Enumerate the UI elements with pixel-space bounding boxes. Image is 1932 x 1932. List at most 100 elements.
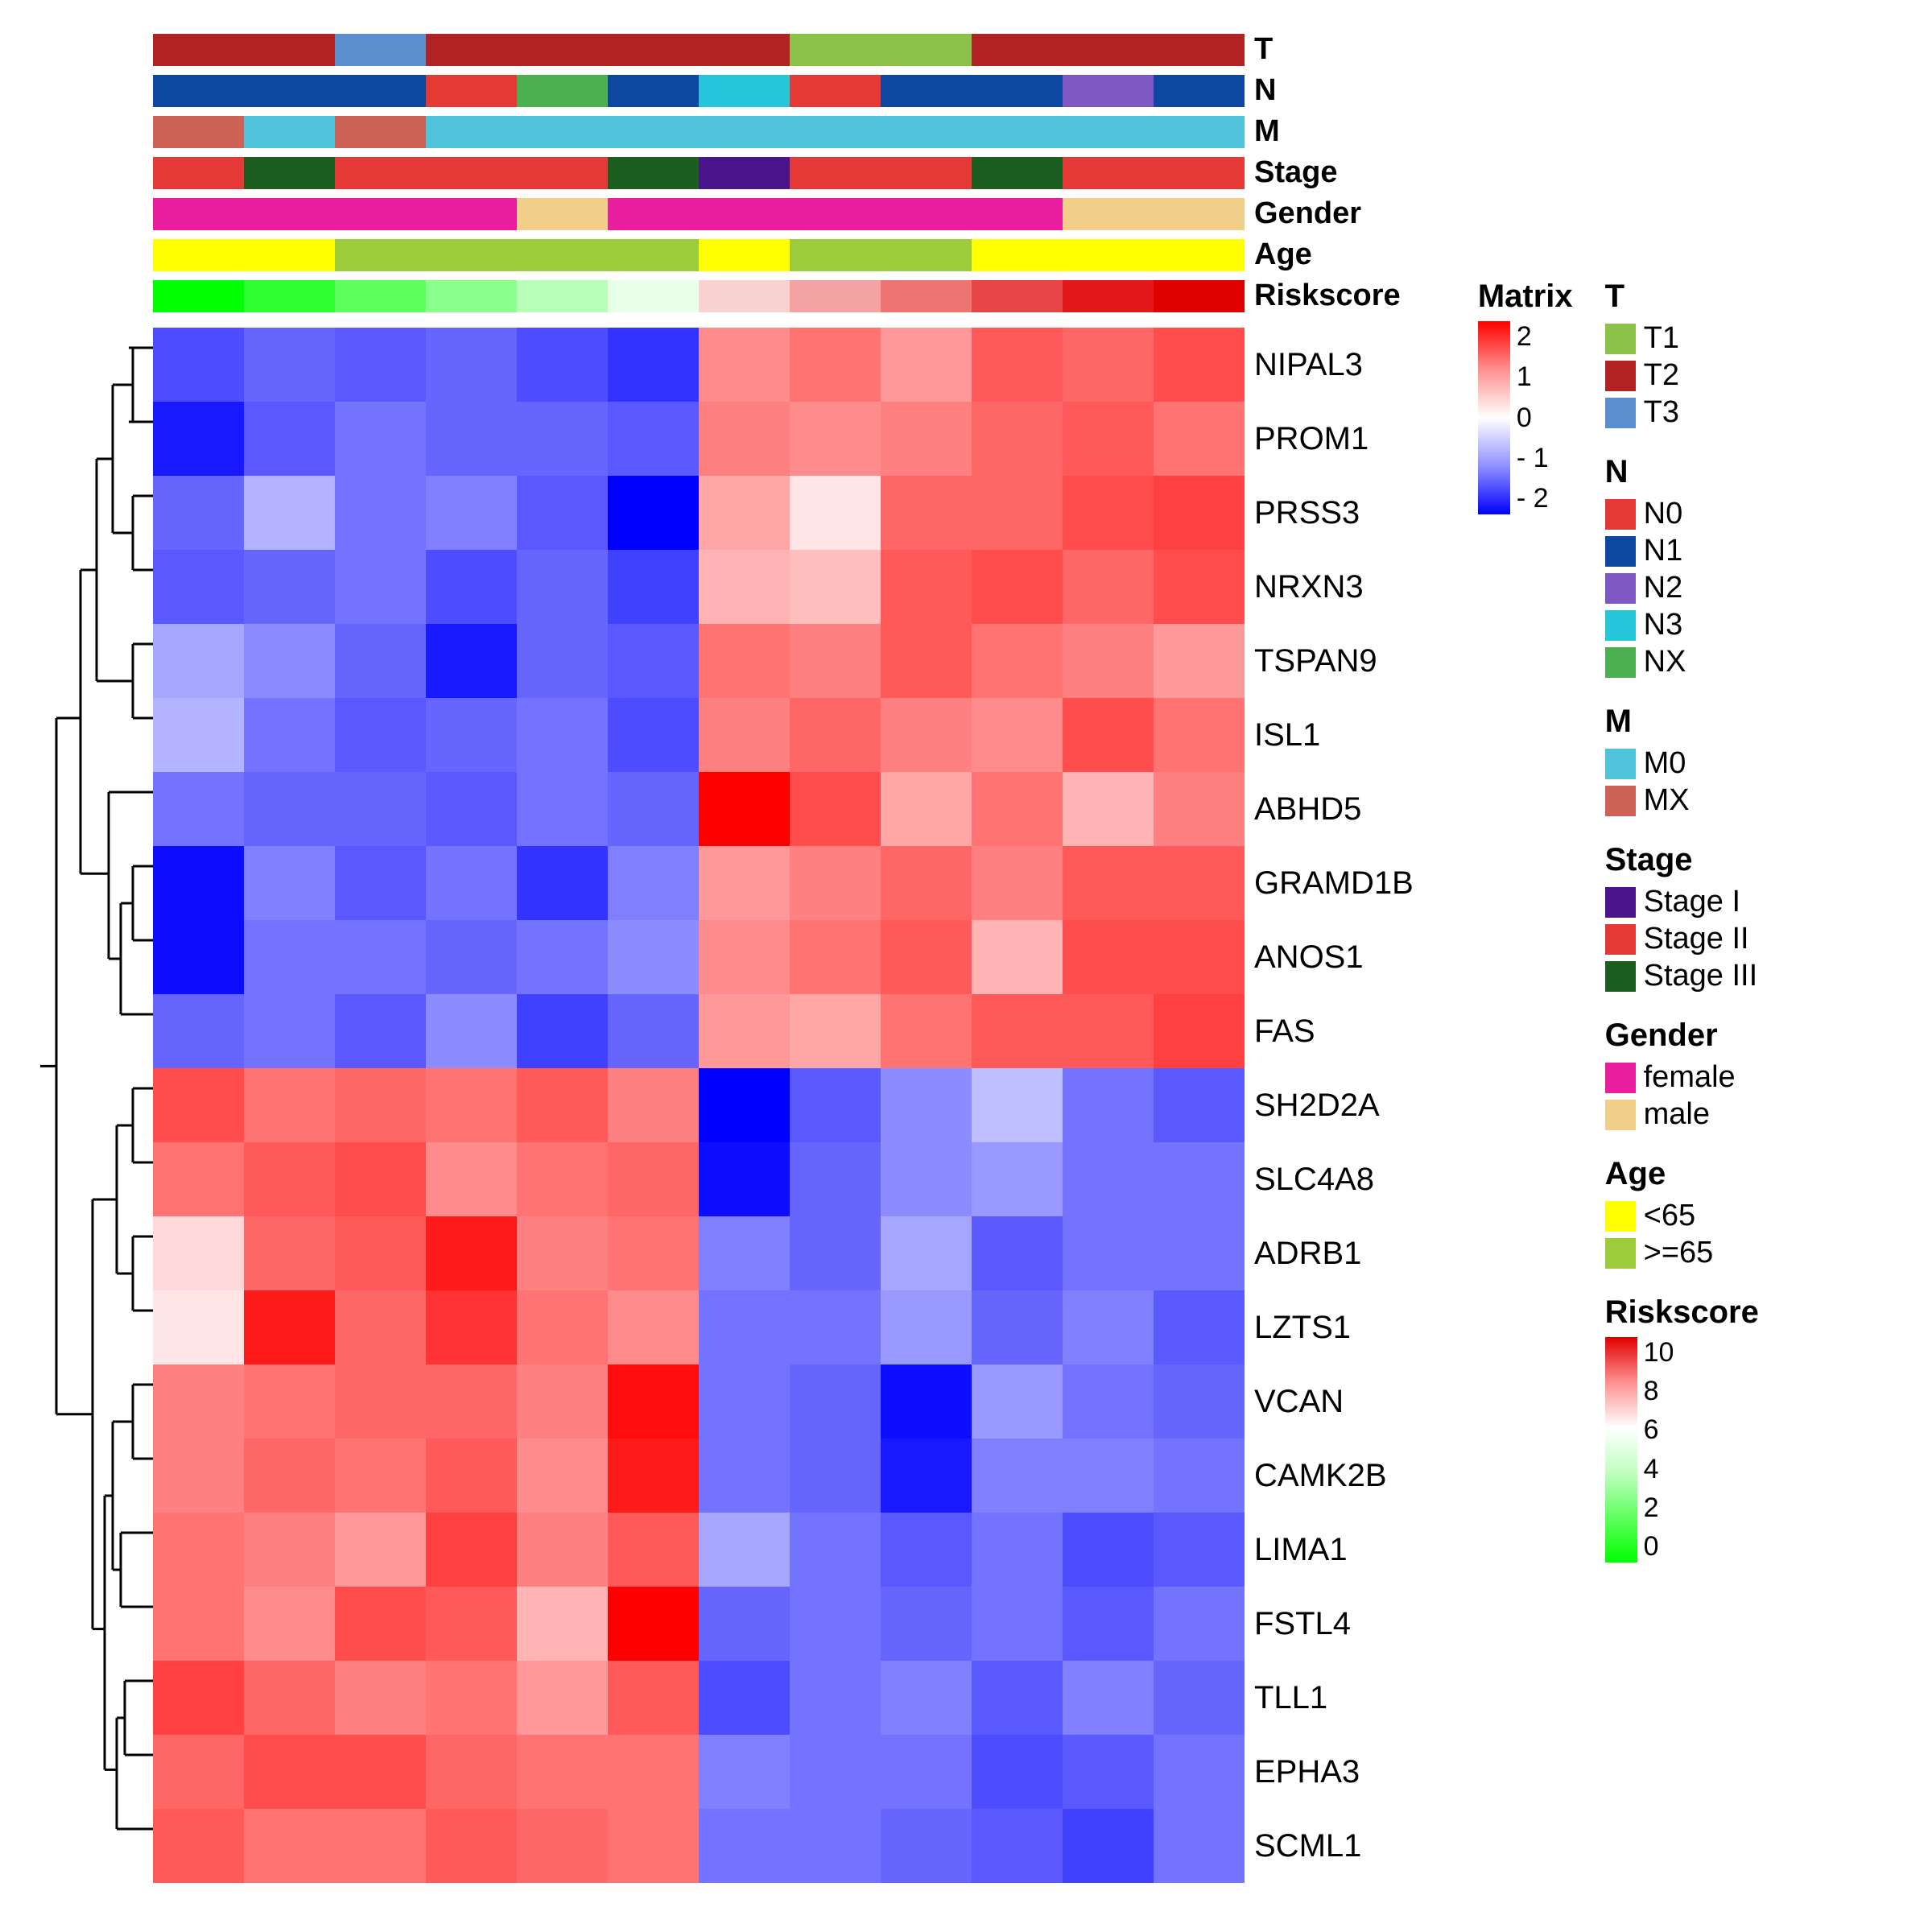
heatmap-cell — [1154, 1439, 1245, 1513]
anno-cell — [244, 75, 335, 107]
anno-cell — [972, 198, 1063, 230]
heatmap-cell — [972, 772, 1063, 846]
anno-cell — [335, 34, 426, 66]
heatmap-cell — [881, 1364, 972, 1439]
heatmap-cell — [426, 698, 517, 772]
heatmap-cell — [517, 1735, 608, 1809]
heatmap-cell — [426, 772, 517, 846]
swatch — [1605, 749, 1636, 779]
legend-item: T2 — [1605, 358, 1759, 393]
anno-cell — [1063, 116, 1154, 148]
heatmap-cell — [1154, 1661, 1245, 1735]
heatmap-cell — [699, 1142, 790, 1216]
heatmap-cell — [517, 994, 608, 1068]
legend-tick: - 1 — [1517, 443, 1549, 474]
legend-tick: - 2 — [1517, 483, 1549, 514]
gene-label: ABHD5 — [1245, 772, 1414, 846]
anno-cell — [881, 280, 972, 312]
legend-tick: 2 — [1517, 321, 1549, 353]
heatmap-cell — [244, 1809, 335, 1883]
legend-item-label: T3 — [1644, 395, 1679, 430]
heatmap-cell — [426, 1290, 517, 1364]
legend-item: <65 — [1605, 1199, 1759, 1233]
heatmap-cell — [881, 1513, 972, 1587]
anno-cell — [335, 75, 426, 107]
anno-cell — [244, 198, 335, 230]
anno-cell — [335, 280, 426, 312]
gene-label: SLC4A8 — [1245, 1142, 1414, 1216]
heatmap-cell — [1154, 328, 1245, 402]
anno-cell — [1154, 157, 1245, 189]
heatmap-cell — [881, 550, 972, 624]
heatmap-cell — [608, 402, 699, 476]
heatmap-cell — [790, 476, 881, 550]
anno-cell — [426, 34, 517, 66]
heatmap-cell — [517, 550, 608, 624]
heatmap-cell — [153, 1513, 244, 1587]
legend-item: N0 — [1605, 497, 1759, 531]
legend-panel: Matrix210- 1- 2 TT1T2T3NN0N1N2N3NXMM0MXS… — [1478, 279, 1759, 1883]
anno-cell — [426, 75, 517, 107]
heatmap-cell — [153, 698, 244, 772]
heatmap-cell — [972, 920, 1063, 994]
legend-title: Matrix — [1478, 279, 1573, 315]
anno-cell — [608, 280, 699, 312]
anno-cell — [881, 75, 972, 107]
gene-label: EPHA3 — [1245, 1735, 1414, 1809]
heatmap-cell — [153, 1587, 244, 1661]
anno-cell — [1063, 75, 1154, 107]
heatmap-cell — [608, 1364, 699, 1439]
swatch — [1605, 1201, 1636, 1232]
gene-label: VCAN — [1245, 1364, 1414, 1439]
heatmap-cell — [881, 1068, 972, 1142]
anno-cell — [608, 239, 699, 271]
legend-item-label: female — [1644, 1060, 1736, 1095]
anno-label-N: N — [1245, 73, 1276, 108]
anno-cell — [790, 198, 881, 230]
legend-item-label: Stage II — [1644, 922, 1749, 956]
heatmap-cell — [426, 1068, 517, 1142]
heatmap-cell — [1063, 624, 1154, 698]
heatmap-cell — [972, 1587, 1063, 1661]
anno-cell — [244, 239, 335, 271]
legend-item-label: N1 — [1644, 534, 1683, 568]
heatmap-cell — [1154, 624, 1245, 698]
anno-label-T: T — [1245, 32, 1273, 67]
gene-label: LIMA1 — [1245, 1513, 1414, 1587]
heatmap-cell — [1063, 920, 1154, 994]
heatmap-cell — [1154, 846, 1245, 920]
anno-label-Age: Age — [1245, 237, 1312, 272]
heatmap-cell — [335, 772, 426, 846]
anno-cell — [699, 280, 790, 312]
heatmap-cell — [790, 624, 881, 698]
anno-cell — [517, 116, 608, 148]
heatmap-cell — [426, 1513, 517, 1587]
heatmap-cell — [1154, 1809, 1245, 1883]
anno-cell — [881, 239, 972, 271]
anno-cell — [1154, 239, 1245, 271]
anno-cell — [517, 157, 608, 189]
legend-item-label: N0 — [1644, 497, 1683, 531]
heatmap-cell — [1154, 1216, 1245, 1290]
legend-title: M — [1605, 704, 1759, 740]
heatmap-cell — [517, 698, 608, 772]
heatmap-cell — [699, 994, 790, 1068]
heatmap-cell — [1063, 1513, 1154, 1587]
heatmap-cell — [972, 1364, 1063, 1439]
heatmap-cell — [244, 1735, 335, 1809]
heatmap-cell — [335, 1216, 426, 1290]
legend-riskscore: Riskscore1086420 — [1605, 1294, 1759, 1563]
anno-cell — [608, 198, 699, 230]
heatmap-cell — [1063, 772, 1154, 846]
legend-item-label: M0 — [1644, 746, 1686, 781]
heatmap-cell — [517, 920, 608, 994]
anno-cell — [699, 116, 790, 148]
heatmap-cell — [608, 1142, 699, 1216]
heatmap-cell — [244, 1142, 335, 1216]
dendrogram-svg — [32, 32, 153, 1866]
anno-cell — [1154, 198, 1245, 230]
annotation-bars: TNMStageGenderAgeRiskscore — [153, 32, 1414, 320]
heatmap-cell — [608, 772, 699, 846]
anno-cell — [608, 157, 699, 189]
anno-label-Riskscore: Riskscore — [1245, 279, 1401, 313]
